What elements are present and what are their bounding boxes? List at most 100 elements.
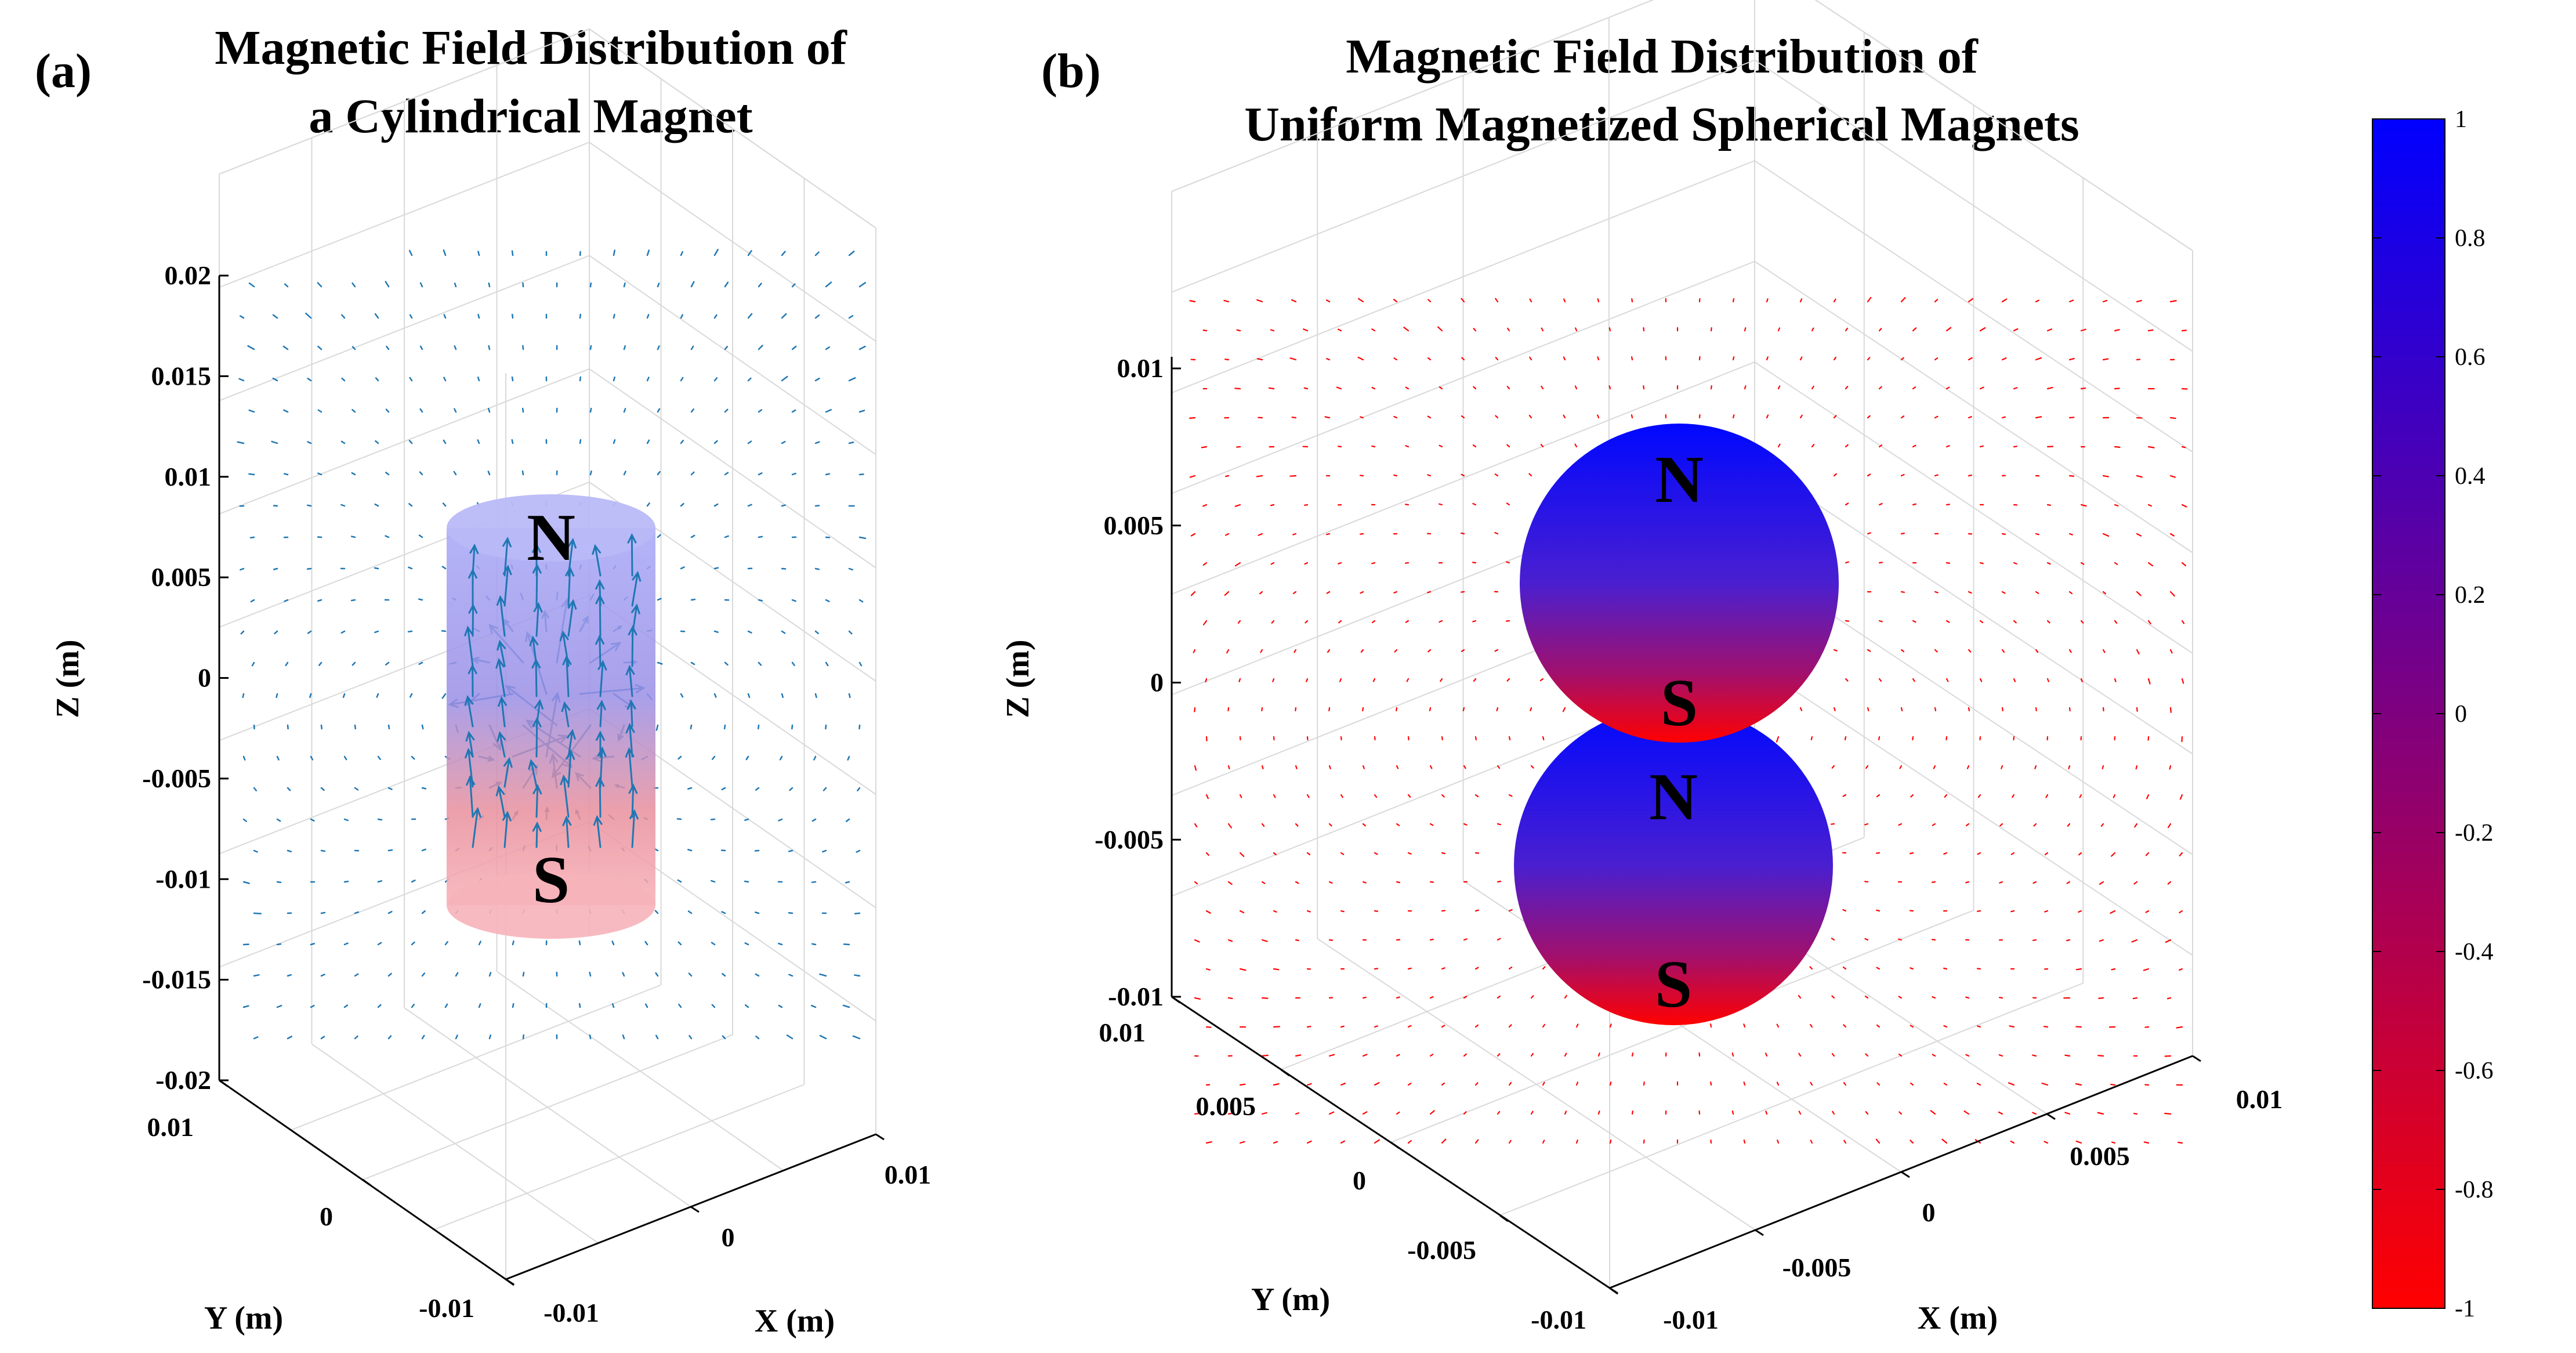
cylinder-north-pole-label: N [527, 501, 575, 575]
panel-b-axes [1171, 357, 2193, 1289]
field-vector [814, 630, 819, 635]
inner-field-vector [501, 697, 506, 728]
cylinder-south-pole-label: S [532, 843, 570, 917]
cylinder-top-face [447, 494, 655, 562]
panel-a-ylabel: Y (m) [204, 1300, 283, 1336]
field-vector [690, 281, 695, 288]
inner-field-vector-head [502, 537, 512, 548]
field-vector [1396, 1111, 1400, 1115]
field-vector [242, 693, 245, 699]
field-vector [678, 1003, 682, 1008]
field-vector [1564, 1052, 1567, 1057]
field-vector [317, 345, 323, 350]
field-vector [421, 1034, 425, 1040]
field-vector [1811, 444, 1815, 448]
field-vector [455, 1034, 458, 1040]
field-vector [2045, 794, 2049, 798]
inner-field-vector-head [627, 533, 637, 544]
field-vector [1833, 649, 1838, 652]
field-vector [1194, 997, 1201, 1000]
field-vector [858, 599, 864, 603]
field-vector [276, 755, 280, 761]
field-vector [613, 376, 615, 382]
field-vector [377, 1004, 382, 1008]
field-vector [711, 880, 716, 883]
field-vector [444, 941, 448, 946]
field-vector [1562, 707, 1566, 712]
field-vector [1912, 736, 1914, 741]
panel-a-z-tick-3: 0.005 [151, 562, 212, 592]
field-vector [2145, 852, 2150, 856]
field-vector [1427, 415, 1432, 419]
field-vector [2046, 328, 2053, 332]
inner-field-vector [503, 812, 509, 848]
field-vector [2136, 591, 2142, 596]
field-vector [747, 504, 752, 507]
field-vector [2013, 328, 2019, 332]
inner-field-vector [599, 661, 604, 697]
field-vector [1979, 327, 1986, 332]
field-vector [1539, 678, 1544, 682]
field-vector [781, 251, 786, 256]
field-vector [622, 1034, 625, 1040]
field-vector [522, 1034, 525, 1040]
field-vector [1542, 1023, 1546, 1028]
field-vector [657, 408, 661, 413]
field-vector [511, 313, 514, 319]
field-vector [2041, 1083, 2049, 1086]
inner-field-vector-head [497, 696, 508, 707]
field-vector [848, 567, 853, 571]
field-vector [343, 755, 347, 761]
field-vector [1273, 794, 1276, 798]
field-vector [1497, 880, 1501, 883]
field-vector [1306, 1083, 1312, 1086]
field-vector [1842, 794, 1847, 797]
field-vector [1732, 414, 1735, 419]
field-vector [2102, 299, 2108, 303]
inner-field-vector [594, 545, 602, 577]
field-vector [823, 787, 827, 791]
field-vector [744, 1004, 749, 1008]
field-vector [1875, 1138, 1881, 1144]
field-vector [1429, 996, 1434, 999]
field-vector [1227, 707, 1230, 712]
field-vector [1977, 852, 1981, 855]
field-vector [1876, 794, 1881, 798]
inner-field-vector-head [502, 811, 512, 822]
field-vector [488, 972, 492, 977]
field-vector [1810, 1139, 1813, 1144]
field-vector [1864, 938, 1869, 941]
field-vector [1306, 794, 1310, 798]
sphere-lower-north-label: N [1649, 760, 1698, 834]
inner-field-vector [628, 748, 633, 788]
colorbar-tick-5: 0 [2455, 701, 2467, 728]
field-vector [825, 281, 832, 288]
panel-a-gridline [404, 1007, 691, 1207]
field-vector [1463, 765, 1466, 769]
field-vector [644, 940, 648, 946]
field-vector [2136, 299, 2142, 303]
field-vector [271, 440, 278, 444]
field-vector [1876, 909, 1881, 912]
field-vector [421, 910, 426, 914]
field-vector [1900, 533, 1905, 535]
field-vector [1273, 852, 1277, 856]
field-vector [1496, 707, 1499, 711]
field-vector [655, 724, 659, 731]
field-vector [819, 1034, 827, 1040]
field-vector [1575, 1023, 1579, 1028]
field-vector [2097, 1055, 2104, 1057]
field-vector [1876, 1024, 1881, 1028]
field-vector [1563, 356, 1566, 361]
field-vector [810, 1004, 817, 1008]
field-vector [622, 972, 625, 977]
field-vector [1530, 995, 1534, 999]
field-vector [1494, 473, 1499, 477]
field-vector [1306, 852, 1311, 856]
field-vector [287, 849, 292, 853]
field-vector [284, 599, 289, 602]
field-vector [1292, 591, 1297, 595]
field-vector [443, 249, 447, 256]
field-vector [374, 567, 379, 570]
field-vector [845, 818, 850, 822]
